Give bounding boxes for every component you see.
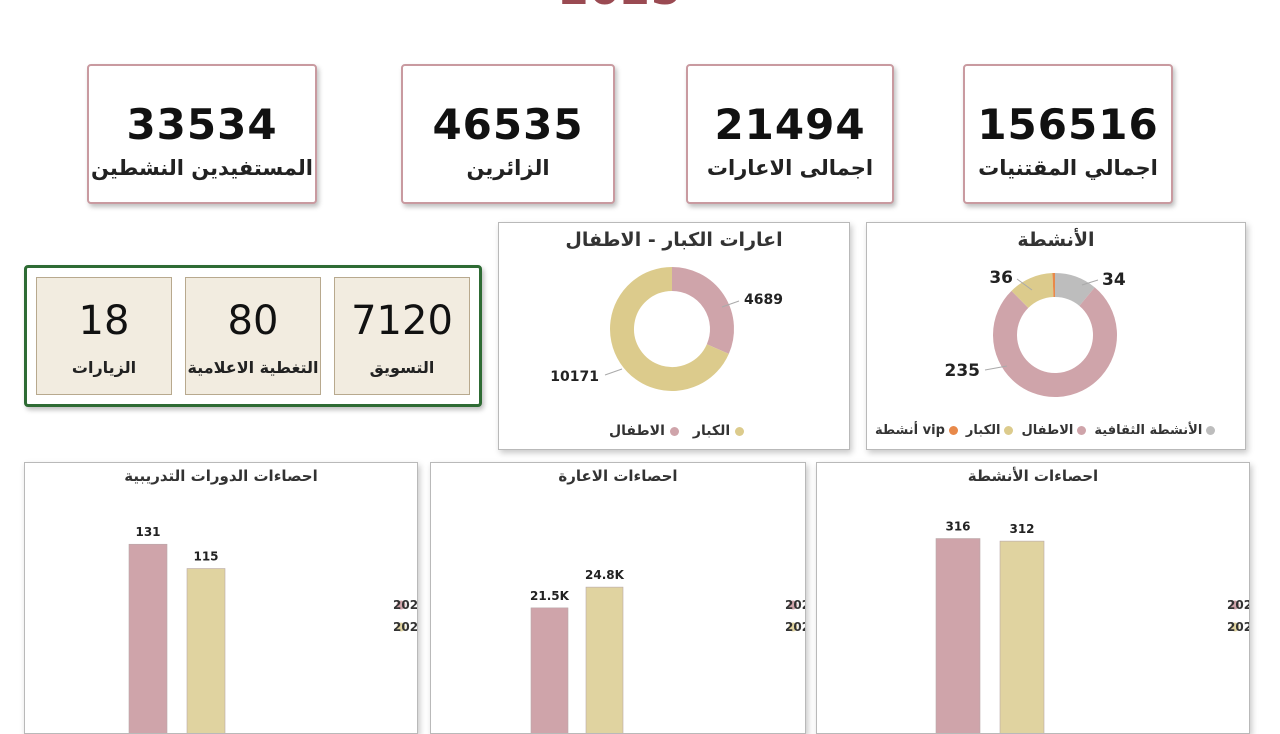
legend-swatch [735,427,744,436]
data-label: 4689 [744,292,783,308]
tile-value: 80 [186,298,320,344]
legend-item-adults: الكبار [693,423,744,439]
data-label: 316 [945,520,970,534]
tile-visits: 18 الزيارات [36,277,172,395]
legend-label: الأنشطة الثقافية [1094,423,1202,438]
donut-slice [1005,297,1105,385]
stats-tiles-panel: 18 الزيارات 80 التغطية الاعلامية 7120 ال… [24,265,482,407]
chart-legend: الكبار الاطفال [609,423,744,439]
data-label: 21.5K [530,589,570,603]
donut-slice [1020,285,1053,299]
kpi-value: 33534 [89,100,315,149]
kpi-label: الزائرين [403,156,613,180]
legend-swatch [1004,426,1013,435]
bar [187,569,225,733]
legend-swatch [1206,426,1215,435]
training-courses-bar-panel: احصاءات الدورات التدريبية 131أكتوبر 2025… [24,462,418,734]
legend-item-children: الاطفال [609,423,679,439]
data-label: 115 [193,550,218,564]
legend-label: الاطفال [609,423,665,439]
tile-marketing: 7120 التسويق [334,277,470,395]
tile-value: 18 [37,298,171,344]
data-label: 24.8K [585,568,625,582]
legend-swatch [670,427,679,436]
activities-stats-bar-panel: احصاءات الأنشطة 316أكتوبر 2025312أكتوبر … [816,462,1250,734]
data-label: 36 [989,268,1013,288]
bar [936,539,980,733]
legend-label: الكبار [693,423,730,439]
kpi-value: 156516 [965,100,1171,149]
leader-line [605,369,622,375]
kpi-card-visitors: 46535 الزائرين [401,64,615,204]
bar [1000,541,1044,733]
page-title: 2025 [240,0,1000,10]
kpi-value: 21494 [688,100,892,149]
kpi-card-total-loans: 21494 اجمالى الاعارات [686,64,894,204]
legend-swatch [949,426,958,435]
kpi-label: اجمالى الاعارات [688,156,892,180]
donut-slice [1055,285,1087,297]
legend-label: أكتوبر 2025 [1227,597,1249,613]
data-label: 10171 [550,369,599,385]
kpi-value: 46535 [403,100,613,149]
tile-label: التسويق [335,358,469,377]
legend-item-adults: الكبار [966,423,1014,438]
legend-label: vip أنشطة [875,423,945,438]
kpi-card-active-beneficiaries: 33534 المستفيدين النشطين [87,64,317,204]
legend-label: الاطفال [1021,423,1073,438]
legend-item-vip: vip أنشطة [875,423,958,438]
data-label: 235 [945,361,981,381]
legend-item-cultural: الأنشطة الثقافية [1094,423,1215,438]
data-label: 34 [1102,270,1126,290]
tile-media-coverage: 80 التغطية الاعلامية [185,277,321,395]
tile-label: الزيارات [37,358,171,377]
kpi-label: اجمالي المقتنيات [965,156,1171,180]
legend-swatch [1077,426,1086,435]
kpi-label: المستفيدين النشطين [89,156,315,180]
bar [129,544,167,733]
loans-stats-bar-panel: احصاءات الاعارة 21.5Kأكتوبر 202524.8Kأكت… [430,462,806,734]
donut-slice [672,279,722,349]
data-label: 312 [1009,522,1034,536]
tile-label: التغطية الاعلامية [186,358,320,377]
legend-label: أكتوبر 2025 [785,597,805,613]
bar [531,608,568,733]
legend-label: أكتوبر 2025 [393,597,417,613]
bar [586,587,623,733]
tile-value: 7120 [335,298,469,344]
data-label: 131 [135,525,160,539]
legend-label: الكبار [966,423,1001,438]
chart-legend: الأنشطة الثقافية الاطفال الكبار vip أنشط… [875,423,1215,438]
kpi-card-total-holdings: 156516 اجمالي المقتنيات [963,64,1173,204]
activities-donut-chart: 34 235 36 [867,223,1245,449]
legend-item-children: الاطفال [1021,423,1086,438]
loans-donut-chart: 4689 10171 [499,223,849,449]
